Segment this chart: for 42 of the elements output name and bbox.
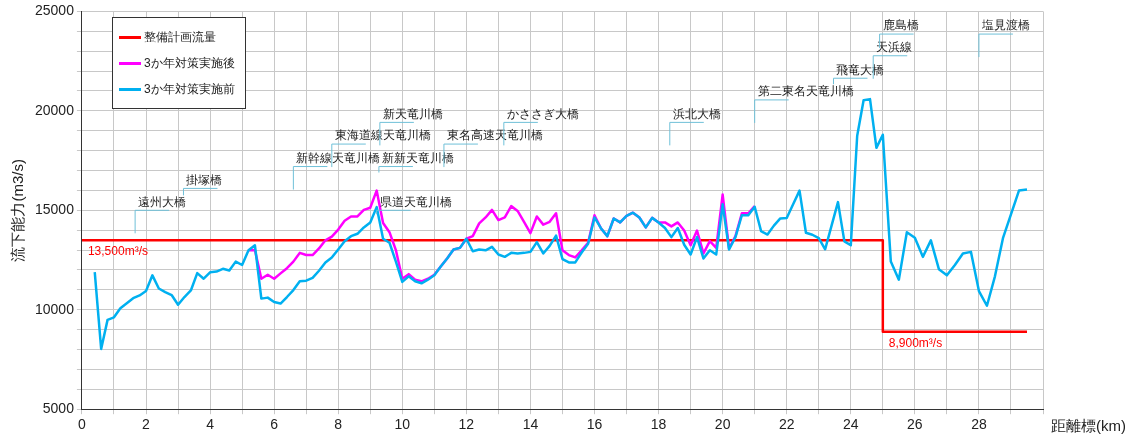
x-tick-label: 26 <box>907 416 923 433</box>
legend-label: 3か年対策実施後 <box>143 54 235 72</box>
y-tick-label: 25000 <box>34 2 75 19</box>
legend-label: 整備計画流量 <box>143 28 216 46</box>
data-label: 8,900m³/s <box>888 335 943 350</box>
legend-label: 3か年対策実施前 <box>143 80 235 98</box>
y-tick-label: 10000 <box>34 300 75 317</box>
x-tick-label: 22 <box>778 416 795 433</box>
x-tick-label: 0 <box>78 416 87 433</box>
x-tick-label: 20 <box>714 416 731 433</box>
annotation: 東名高速天竜川橋 <box>446 128 543 143</box>
annotation: 新新天竜川橋 <box>381 150 454 165</box>
x-axis-title: 距離標(km) <box>1051 417 1125 435</box>
x-tick-label: 12 <box>458 416 475 433</box>
annotation: 県道天竜川橋 <box>379 194 452 209</box>
annotation: 新幹線天竜川橋 <box>296 150 381 165</box>
x-tick-label: 28 <box>971 416 987 433</box>
y-tick-label: 5000 <box>42 400 75 417</box>
annotation: 遠州大橋 <box>138 194 187 209</box>
annotation: 天浜線 <box>876 40 913 55</box>
annotation: 浜北大橋 <box>672 106 721 121</box>
x-tick-label: 14 <box>522 416 539 433</box>
annotation: 飛竜大橋 <box>836 62 885 77</box>
x-tick-label: 8 <box>334 416 343 433</box>
annotation: かささぎ大橋 <box>506 106 579 121</box>
y-tick-label: 20000 <box>34 101 75 118</box>
x-tick-label: 2 <box>142 416 151 433</box>
y-axis-title: 流下能力(m3/s) <box>9 159 27 262</box>
x-tick-label: 4 <box>206 416 215 433</box>
y-tick-label: 15000 <box>34 201 75 218</box>
x-tick-label: 24 <box>843 416 859 433</box>
x-tick-label: 18 <box>650 416 667 433</box>
annotation: 第二東名天竜川橋 <box>757 84 854 99</box>
x-tick-label: 6 <box>270 416 279 433</box>
annotation: 掛塚橋 <box>186 172 223 187</box>
annotation: 塩見渡橋 <box>980 18 1030 33</box>
annotation: 鹿島橋 <box>882 18 919 33</box>
data-label: 13,500m³/s <box>87 244 148 259</box>
annotation: 新天竜川橋 <box>382 106 443 121</box>
annotation: 東海道線天竜川橋 <box>334 128 431 143</box>
x-tick-label: 16 <box>586 416 603 433</box>
x-tick-label: 10 <box>394 416 411 433</box>
